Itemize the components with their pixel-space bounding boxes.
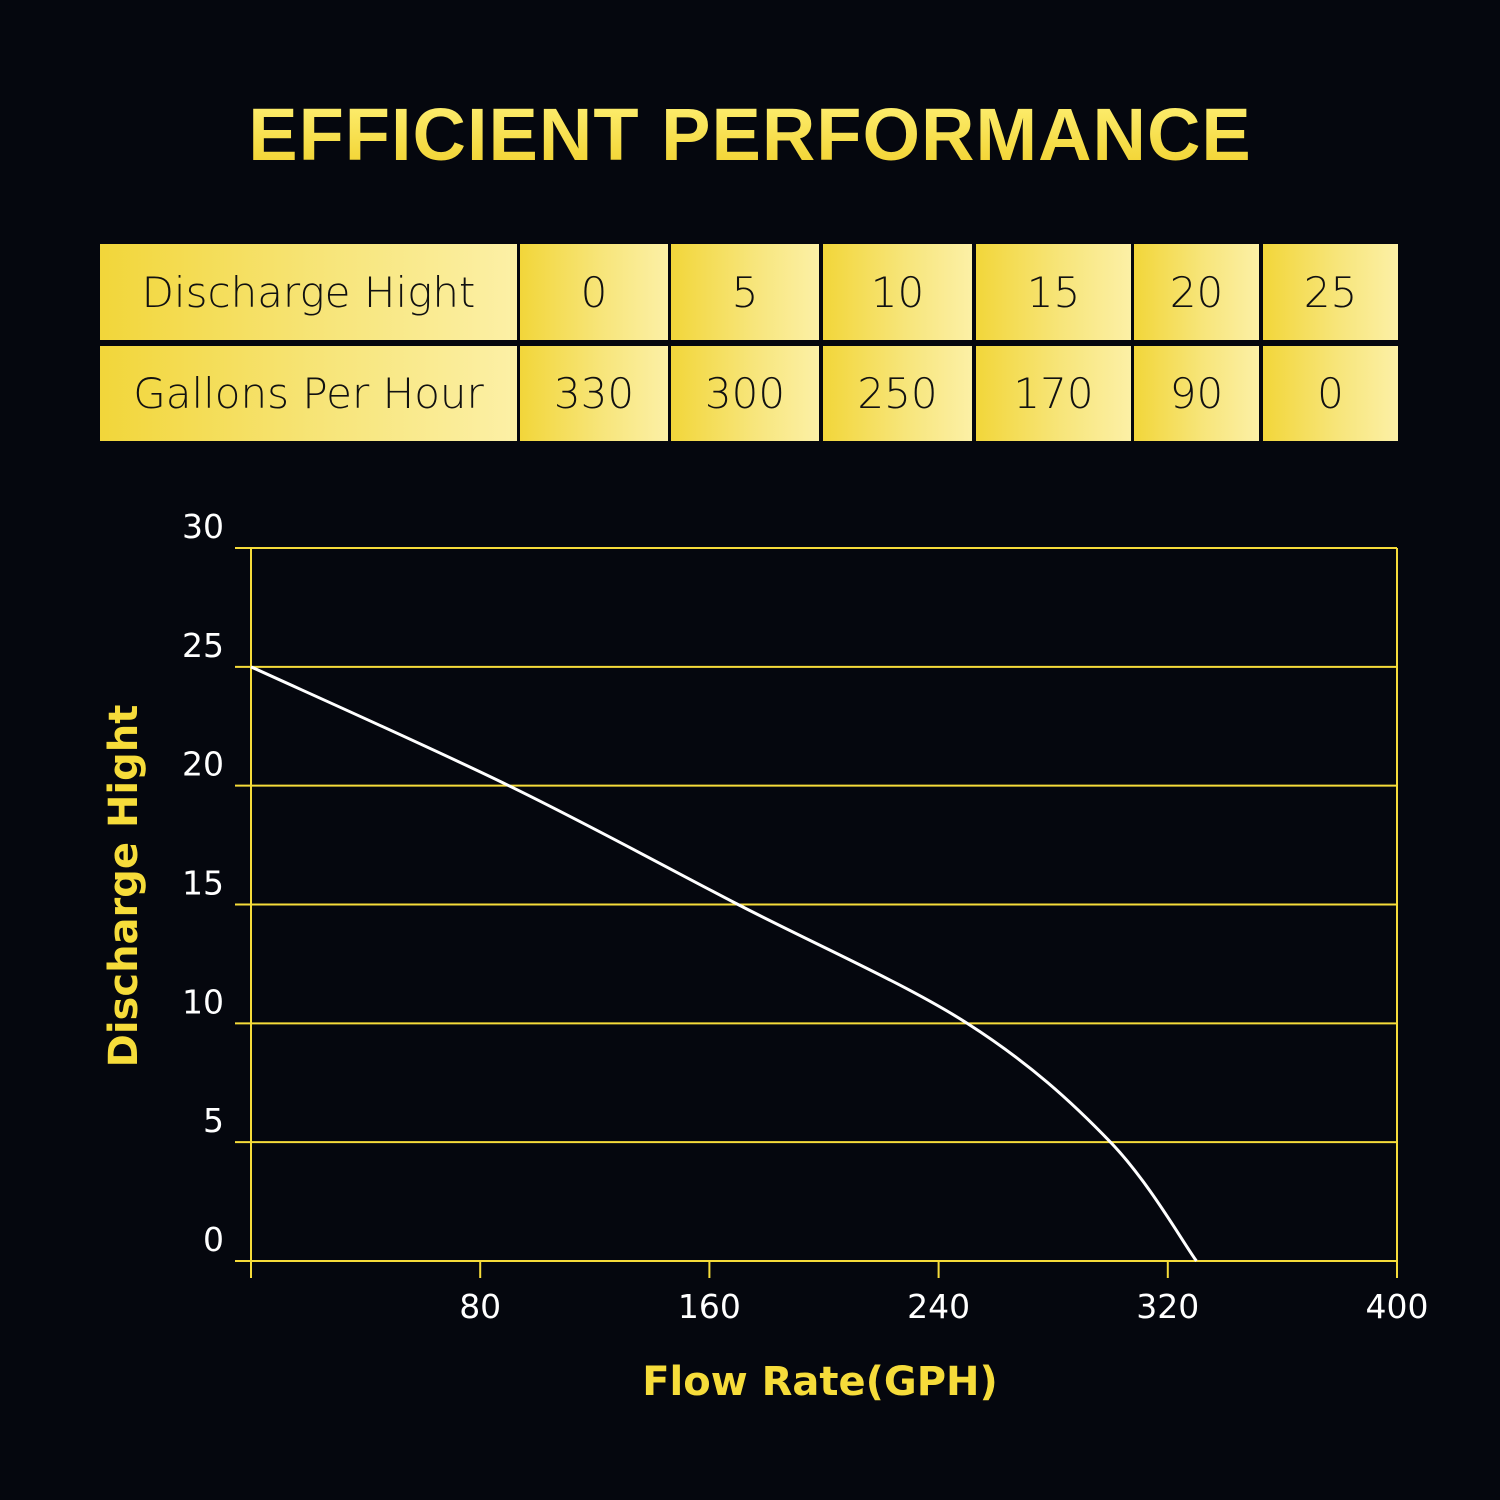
- table-cell: 0: [1263, 346, 1398, 441]
- table-cell: 20: [1134, 244, 1259, 340]
- table-cell: 170: [976, 346, 1131, 441]
- y-tick-label: 0: [203, 1220, 224, 1259]
- x-tick-label: 400: [1366, 1287, 1429, 1326]
- table-cell: 10: [823, 244, 972, 340]
- y-tick-label: 15: [182, 864, 224, 903]
- table-cell: 15: [976, 244, 1131, 340]
- x-axis-title: Flow Rate(GPH): [642, 1359, 998, 1405]
- table-cell: 330: [520, 346, 668, 441]
- table-cell: 250: [823, 346, 972, 441]
- y-tick-label: 25: [182, 626, 224, 665]
- y-tick-label: 5: [203, 1101, 224, 1140]
- y-tick-label: 20: [182, 745, 224, 784]
- table-row-label: Gallons Per Hour: [100, 346, 517, 441]
- y-tick-label: 30: [182, 507, 224, 546]
- page-title: EFFICIENT PERFORMANCE: [0, 92, 1500, 177]
- performance-curve: [250, 665, 1198, 1262]
- table-row-label: Discharge Hight: [100, 244, 517, 340]
- table-cell: 5: [671, 244, 819, 340]
- x-tick-label: 80: [459, 1287, 501, 1326]
- x-tick-label: 240: [907, 1287, 970, 1326]
- y-axis-title: Discharge Hight: [101, 705, 147, 1068]
- y-tick-label: 10: [182, 982, 224, 1021]
- x-tick-label: 160: [678, 1287, 741, 1326]
- x-tick-label: 320: [1136, 1287, 1199, 1326]
- table-cell: 25: [1263, 244, 1398, 340]
- table-cell: 0: [520, 244, 668, 340]
- table-cell: 90: [1134, 346, 1259, 441]
- table-cell: 300: [671, 346, 819, 441]
